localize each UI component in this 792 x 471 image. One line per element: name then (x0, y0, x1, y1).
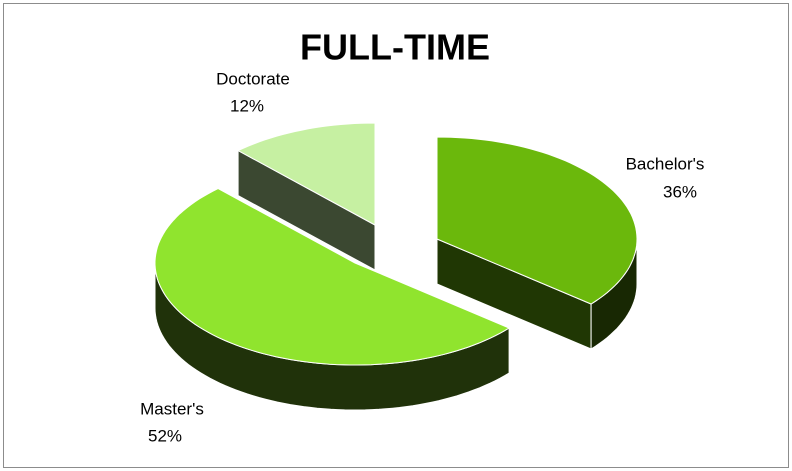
slice-value-label: 52% (148, 426, 182, 445)
slice-top (436, 136, 638, 305)
pie-slice (436, 136, 638, 350)
chart-title: FULL-TIME (300, 27, 490, 68)
slice-label: Bachelor's (626, 154, 705, 173)
pie-slice (236, 122, 376, 271)
slice-top (154, 188, 511, 366)
slice-value-label: 12% (230, 96, 264, 115)
slice-top (236, 122, 376, 226)
pie-slice (154, 187, 511, 411)
slice-value-label: 36% (663, 182, 697, 201)
slice-label: Doctorate (216, 69, 290, 88)
slice-label: Master's (140, 399, 204, 418)
